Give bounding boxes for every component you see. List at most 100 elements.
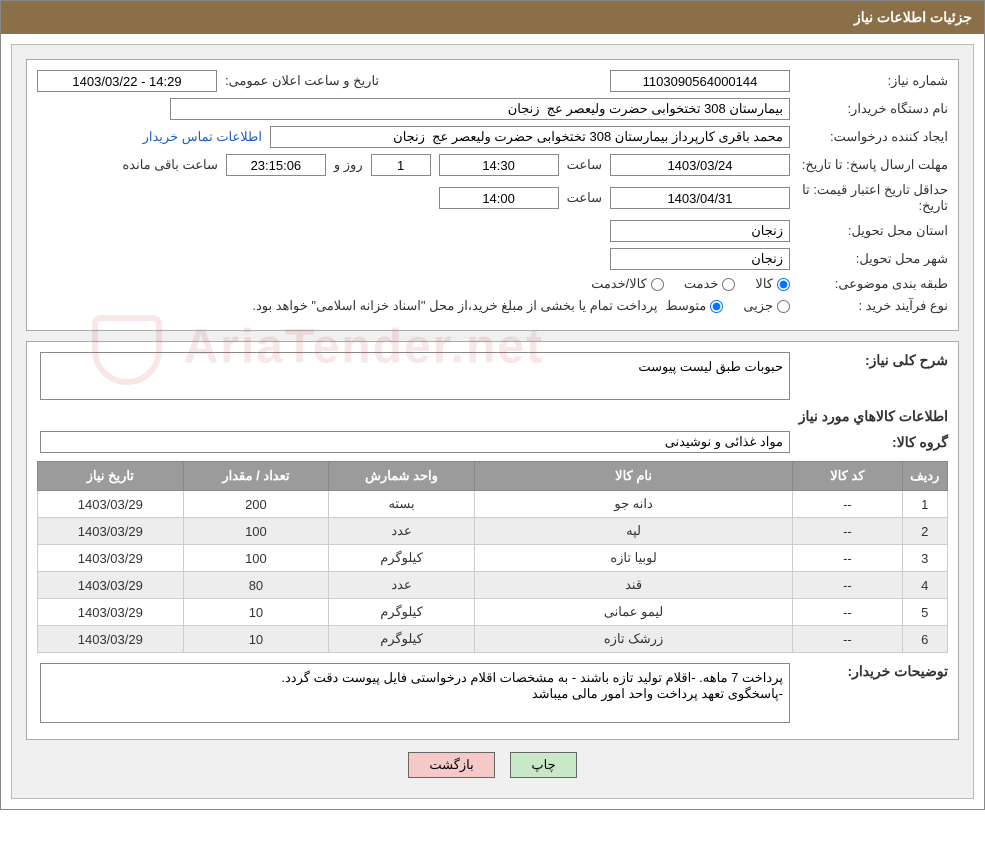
table-cell: 1403/03/29 <box>38 626 184 653</box>
radio-service-input[interactable] <box>722 278 735 291</box>
reply-time-input[interactable] <box>439 154 559 176</box>
table-cell: 5 <box>902 599 948 626</box>
page-wrapper: جزئیات اطلاعات نیاز AriaTender.net شماره… <box>0 0 985 810</box>
content-panel: AriaTender.net شماره نیاز: تاریخ و ساعت … <box>11 44 974 799</box>
th-code: کد کالا <box>793 462 902 491</box>
table-cell: کیلوگرم <box>329 545 475 572</box>
table-cell: 6 <box>902 626 948 653</box>
radio-partial[interactable]: جزیی <box>743 298 790 314</box>
header-title: جزئیات اطلاعات نیاز <box>854 9 972 25</box>
city-label: شهر محل تحویل: <box>798 251 948 267</box>
table-cell: 80 <box>183 572 329 599</box>
table-cell: 100 <box>183 545 329 572</box>
table-cell: کیلوگرم <box>329 626 475 653</box>
row-goods-group: گروه كالا: <box>37 431 948 453</box>
city-input[interactable] <box>610 248 790 270</box>
table-row: 4--قندعدد801403/03/29 <box>38 572 948 599</box>
table-cell: -- <box>793 545 902 572</box>
hour-label-2: ساعت <box>567 190 602 206</box>
days-label: روز و <box>334 157 363 173</box>
province-input[interactable] <box>610 220 790 242</box>
table-cell: 1403/03/29 <box>38 491 184 518</box>
remaining-time-input[interactable] <box>226 154 326 176</box>
buyer-contact-link[interactable]: اطلاعات تماس خریدار <box>143 129 262 145</box>
need-details-box: شماره نیاز: تاریخ و ساعت اعلان عمومی: نا… <box>26 59 959 331</box>
table-cell: لیمو عمانی <box>474 599 793 626</box>
table-cell: بسته <box>329 491 475 518</box>
table-row: 2--لپهعدد1001403/03/29 <box>38 518 948 545</box>
requester-input[interactable] <box>270 126 790 148</box>
table-cell: 2 <box>902 518 948 545</box>
days-input[interactable] <box>371 154 431 176</box>
reply-deadline-label: مهلت ارسال پاسخ: تا تاریخ: <box>798 157 948 173</box>
items-info-section: شرح کلی نیاز: اطلاعات کالاهاي مورد نیاز … <box>26 341 959 740</box>
radio-goods[interactable]: کالا <box>755 276 790 292</box>
price-valid-date-input[interactable] <box>610 187 790 209</box>
buyer-org-label: نام دستگاه خریدار: <box>798 101 948 117</box>
button-row: چاپ بازگشت <box>26 740 959 784</box>
table-cell: قند <box>474 572 793 599</box>
row-requester: ایجاد کننده درخواست: اطلاعات تماس خریدار <box>37 126 948 148</box>
radio-medium-input[interactable] <box>710 300 723 313</box>
back-button[interactable]: بازگشت <box>408 752 494 778</box>
table-row: 3--لوبیا تازهکیلوگرم1001403/03/29 <box>38 545 948 572</box>
row-reply-deadline: مهلت ارسال پاسخ: تا تاریخ: ساعت روز و سا… <box>37 154 948 176</box>
radio-service[interactable]: خدمت <box>684 276 736 292</box>
table-header-row: ردیف کد کالا نام کالا واحد شمارش تعداد /… <box>38 462 948 491</box>
hour-label-1: ساعت <box>567 157 602 173</box>
province-label: استان محل تحویل: <box>798 223 948 239</box>
need-desc-textarea[interactable] <box>40 352 790 400</box>
row-items-title: اطلاعات کالاهاي مورد نیاز <box>37 408 948 425</box>
th-qty: تعداد / مقدار <box>183 462 329 491</box>
row-need-desc: شرح کلی نیاز: <box>37 352 948 400</box>
announce-input[interactable] <box>37 70 217 92</box>
row-need-number: شماره نیاز: تاریخ و ساعت اعلان عمومی: <box>37 70 948 92</box>
category-label: طبقه بندی موضوعی: <box>798 276 948 292</box>
table-cell: -- <box>793 491 902 518</box>
table-cell: 3 <box>902 545 948 572</box>
radio-goods-input[interactable] <box>777 278 790 291</box>
table-row: 1--دانه جوبسته2001403/03/29 <box>38 491 948 518</box>
row-province: استان محل تحویل: <box>37 220 948 242</box>
announce-label: تاریخ و ساعت اعلان عمومی: <box>225 73 379 89</box>
row-category: طبقه بندی موضوعی: کالا خدمت کالا/خدمت <box>37 276 948 292</box>
print-button[interactable]: چاپ <box>510 752 576 778</box>
purchase-type-label: نوع فرآیند خرید : <box>798 298 948 314</box>
table-cell: 4 <box>902 572 948 599</box>
buyer-org-input[interactable] <box>170 98 790 120</box>
reply-date-input[interactable] <box>610 154 790 176</box>
table-cell: 10 <box>183 599 329 626</box>
row-buyer-notes: توضیحات خریدار: <box>37 663 948 723</box>
table-cell: لپه <box>474 518 793 545</box>
th-row: ردیف <box>902 462 948 491</box>
table-cell: 10 <box>183 626 329 653</box>
price-valid-time-input[interactable] <box>439 187 559 209</box>
remaining-label: ساعت باقی مانده <box>122 157 217 173</box>
radio-goods-service-input[interactable] <box>651 278 664 291</box>
need-desc-label: شرح کلی نیاز: <box>798 352 948 369</box>
table-cell: زرشک تازه <box>474 626 793 653</box>
radio-goods-service[interactable]: کالا/خدمت <box>591 276 664 292</box>
goods-group-label: گروه كالا: <box>798 434 948 451</box>
radio-partial-input[interactable] <box>777 300 790 313</box>
row-purchase-type: نوع فرآیند خرید : جزیی متوسط پرداخت تمام… <box>37 298 948 314</box>
table-cell: عدد <box>329 572 475 599</box>
radio-medium[interactable]: متوسط <box>665 298 723 314</box>
table-cell: -- <box>793 599 902 626</box>
items-section-title: اطلاعات کالاهاي مورد نیاز <box>799 408 948 425</box>
goods-group-input[interactable] <box>40 431 790 453</box>
table-cell: 100 <box>183 518 329 545</box>
table-cell: دانه جو <box>474 491 793 518</box>
items-table: ردیف کد کالا نام کالا واحد شمارش تعداد /… <box>37 461 948 653</box>
table-cell: 1403/03/29 <box>38 572 184 599</box>
need-no-label: شماره نیاز: <box>798 73 948 89</box>
purchase-type-radio-group: جزیی متوسط <box>665 298 790 314</box>
table-cell: -- <box>793 572 902 599</box>
buyer-notes-label: توضیحات خریدار: <box>798 663 948 680</box>
row-buyer-org: نام دستگاه خریدار: <box>37 98 948 120</box>
table-cell: عدد <box>329 518 475 545</box>
table-row: 5--لیمو عمانیکیلوگرم101403/03/29 <box>38 599 948 626</box>
table-cell: 1 <box>902 491 948 518</box>
buyer-notes-textarea[interactable] <box>40 663 790 723</box>
need-no-input[interactable] <box>610 70 790 92</box>
